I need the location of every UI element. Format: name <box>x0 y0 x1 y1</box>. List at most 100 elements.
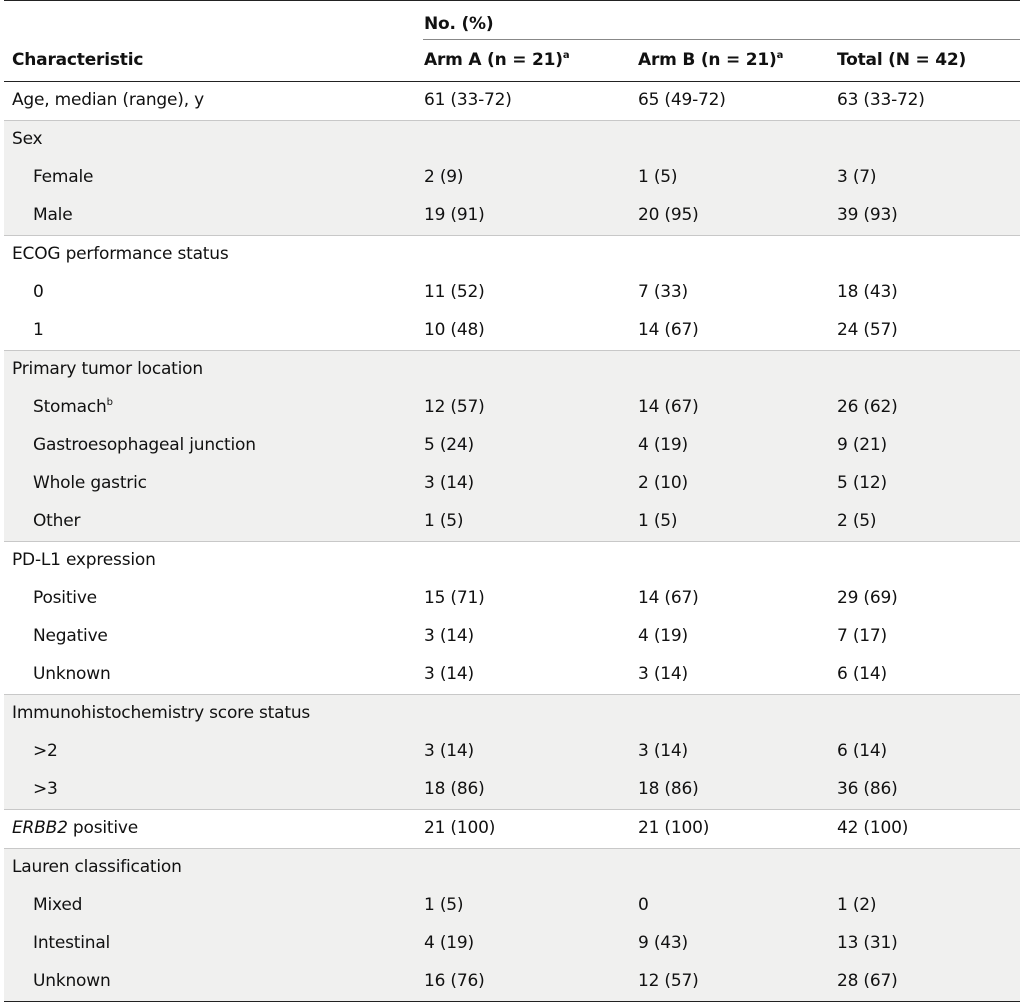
category-label: Immunohistochemistry score status <box>12 703 310 723</box>
cell-total: 28 (67) <box>837 971 898 991</box>
table-row: Mixed 1 (5) 0 1 (2) <box>4 887 1020 925</box>
cell-arm-b: 21 (100) <box>638 818 710 838</box>
row-label: >2 <box>33 741 58 761</box>
row-label: >3 <box>33 779 58 799</box>
category-label: Primary tumor location <box>12 359 203 379</box>
row-label: 1 <box>33 320 44 340</box>
cell-arm-b: 0 <box>638 895 649 915</box>
cell-total: 5 (12) <box>837 473 887 493</box>
row-label: Stomachb <box>33 397 113 417</box>
table-row: PD-L1 expression <box>4 541 1020 580</box>
cell-total: 9 (21) <box>837 435 887 455</box>
table-row: Gastroesophageal junction 5 (24) 4 (19) 9 (… <box>4 427 1020 465</box>
table-row: Intestinal 4 (19) 9 (43) 13 (31) <box>4 925 1020 963</box>
table-row: >3 18 (86) 18 (86) 36 (86) <box>4 771 1020 809</box>
row-label-text: Negative <box>33 626 108 646</box>
table-row: Lauren classification <box>4 848 1020 887</box>
header-arm-b-footnote: a <box>776 50 784 61</box>
cell-arm-b: 9 (43) <box>638 933 688 953</box>
table-row: >2 3 (14) 3 (14) 6 (14) <box>4 733 1020 771</box>
cell-arm-a: 16 (76) <box>424 971 485 991</box>
row-label-text: Sex <box>12 129 43 149</box>
cell-total: 26 (62) <box>837 397 898 417</box>
cell-arm-b: 65 (49-72) <box>638 90 726 110</box>
row-label: Unknown <box>33 664 111 684</box>
row-label: Female <box>33 167 93 187</box>
cell-arm-a: 1 (5) <box>424 895 464 915</box>
table-row: Whole gastric 3 (14) 2 (10) 5 (12) <box>4 465 1020 503</box>
row-label: Intestinal <box>33 933 110 953</box>
table-row: Stomachb 12 (57) 14 (67) 26 (62) <box>4 389 1020 427</box>
header-characteristic: Characteristic <box>12 50 144 70</box>
table-row: 1 10 (48) 14 (67) 24 (57) <box>4 312 1020 350</box>
header-arm-a-footnote: a <box>562 50 570 61</box>
table-row: Male 19 (91) 20 (95) 39 (93) <box>4 197 1020 235</box>
category-label: Sex <box>12 129 43 149</box>
row-label-text: Primary tumor location <box>12 359 203 379</box>
category-label: ECOG performance status <box>12 244 229 264</box>
cell-arm-a: 19 (91) <box>424 205 485 225</box>
cell-arm-a: 1 (5) <box>424 511 464 531</box>
cell-arm-a: 3 (14) <box>424 473 474 493</box>
table-row: Immunohistochemistry score status <box>4 694 1020 733</box>
cell-arm-b: 7 (33) <box>638 282 688 302</box>
cell-total: 2 (5) <box>837 511 877 531</box>
row-label-text: Male <box>33 205 73 225</box>
table-row: 0 11 (52) 7 (33) 18 (43) <box>4 274 1020 312</box>
cell-total: 1 (2) <box>837 895 877 915</box>
table-row: ECOG performance status <box>4 235 1020 274</box>
cell-arm-a: 3 (14) <box>424 741 474 761</box>
row-label-text: Other <box>33 511 81 531</box>
row-label-text: Age, median (range), y <box>12 90 204 110</box>
row-label-text: Unknown <box>33 971 111 991</box>
row-label-text: Positive <box>33 588 97 608</box>
row-label: Whole gastric <box>33 473 147 493</box>
cell-arm-a: 18 (86) <box>424 779 485 799</box>
cell-arm-a: 61 (33-72) <box>424 90 512 110</box>
row-label-text: PD-L1 expression <box>12 550 156 570</box>
cell-arm-a: 5 (24) <box>424 435 474 455</box>
table-row: Age, median (range), y 61 (33-72) 65 (49-7… <box>4 82 1020 120</box>
cell-arm-b: 12 (57) <box>638 971 699 991</box>
table-row: ERBB2 positive 21 (100) 21 (100) 42 (100) <box>4 809 1020 848</box>
cell-total: 6 (14) <box>837 664 887 684</box>
category-label: PD-L1 expression <box>12 550 156 570</box>
row-label-text: 1 <box>33 320 44 340</box>
cell-arm-b: 1 (5) <box>638 511 678 531</box>
table-row: Positive 15 (71) 14 (67) 29 (69) <box>4 580 1020 618</box>
cell-arm-b: 1 (5) <box>638 167 678 187</box>
cell-arm-a: 12 (57) <box>424 397 485 417</box>
table-body: Age, median (range), y 61 (33-72) 65 (49-7… <box>4 82 1020 1001</box>
cell-total: 6 (14) <box>837 741 887 761</box>
cell-total: 18 (43) <box>837 282 898 302</box>
cell-total: 7 (17) <box>837 626 887 646</box>
cell-total: 63 (33-72) <box>837 90 925 110</box>
cell-total: 39 (93) <box>837 205 898 225</box>
cell-arm-b: 4 (19) <box>638 435 688 455</box>
row-label: Male <box>33 205 73 225</box>
cell-arm-b: 4 (19) <box>638 626 688 646</box>
row-label-text: Unknown <box>33 664 111 684</box>
row-label: Unknown <box>33 971 111 991</box>
table-row: Primary tumor location <box>4 350 1020 389</box>
cell-total: 36 (86) <box>837 779 898 799</box>
header-arm-a-label: Arm A (n = 21) <box>424 50 563 70</box>
header-spanner-rule <box>423 39 1020 40</box>
cell-arm-b: 2 (10) <box>638 473 688 493</box>
table-row: Other 1 (5) 1 (5) 2 (5) <box>4 503 1020 541</box>
table-row: Unknown 16 (76) 12 (57) 28 (67) <box>4 963 1020 1001</box>
cell-arm-a: 3 (14) <box>424 626 474 646</box>
table-row: Sex <box>4 120 1020 159</box>
row-label: Mixed <box>33 895 82 915</box>
row-label: Age, median (range), y <box>12 90 204 110</box>
category-label: Lauren classification <box>12 857 182 877</box>
table-row: Female 2 (9) 1 (5) 3 (7) <box>4 159 1020 197</box>
header-group-label: No. (%) <box>424 14 494 34</box>
cell-total: 42 (100) <box>837 818 909 838</box>
cell-arm-b: 20 (95) <box>638 205 699 225</box>
cell-arm-b: 14 (67) <box>638 397 699 417</box>
row-label-text: >3 <box>33 779 58 799</box>
cell-arm-a: 2 (9) <box>424 167 464 187</box>
cell-arm-a: 10 (48) <box>424 320 485 340</box>
row-label-text: positive <box>67 818 138 838</box>
